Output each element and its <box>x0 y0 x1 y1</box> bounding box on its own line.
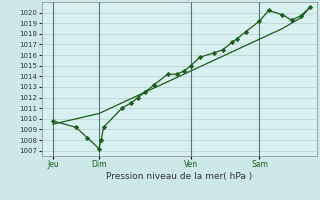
X-axis label: Pression niveau de la mer( hPa ): Pression niveau de la mer( hPa ) <box>106 172 252 181</box>
